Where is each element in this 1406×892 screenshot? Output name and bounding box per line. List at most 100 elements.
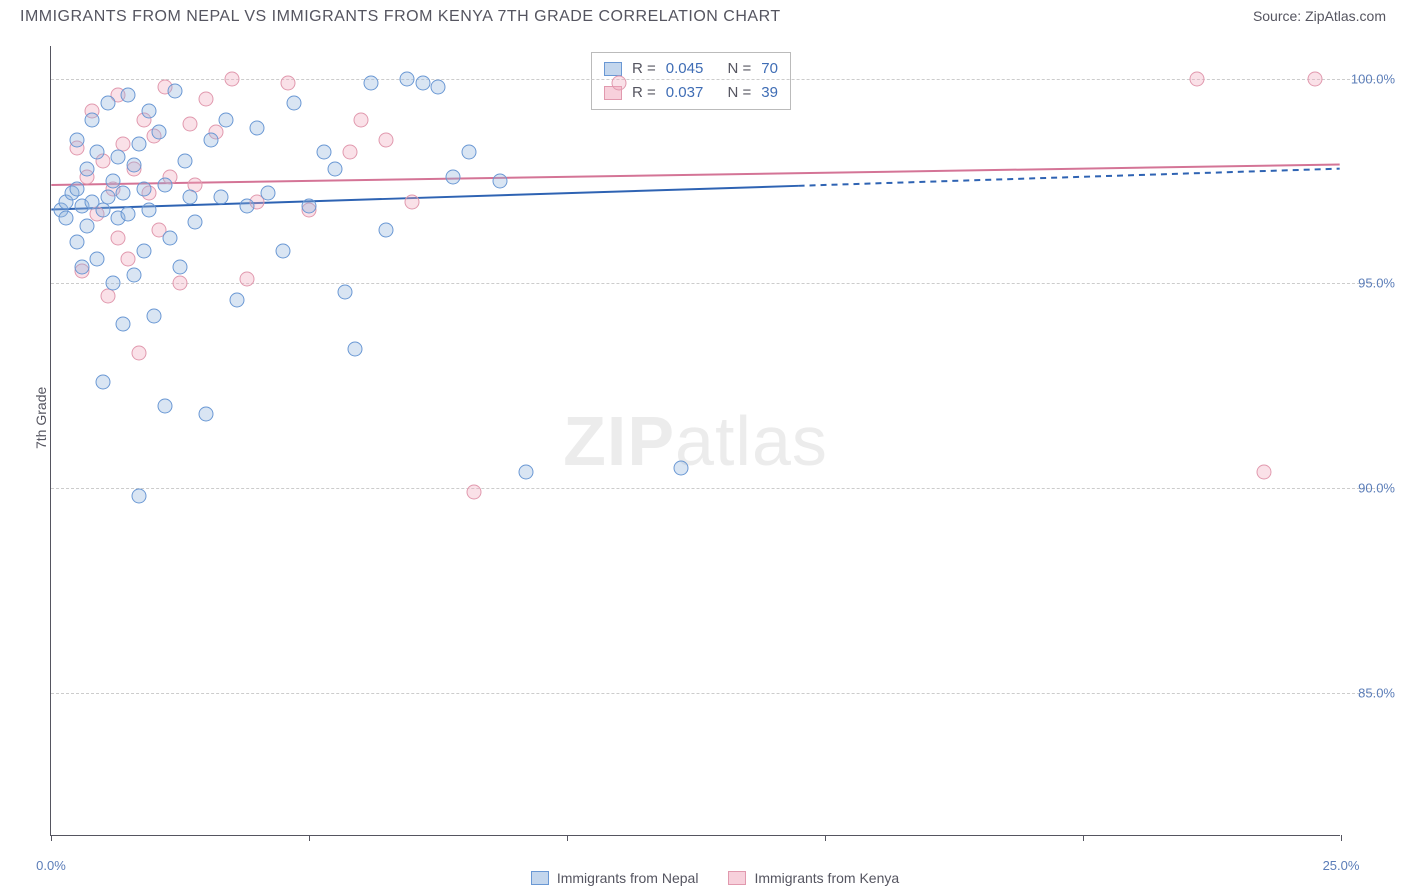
watermark-bold: ZIP <box>563 402 675 480</box>
x-tick <box>1341 835 1342 841</box>
source-link[interactable]: ZipAtlas.com <box>1305 8 1386 24</box>
data-point-nepal <box>183 190 198 205</box>
r-label: R = <box>632 81 656 105</box>
plot-area: ZIPatlas R = 0.045 N = 70 R = 0.037 N = … <box>50 46 1340 836</box>
data-point-nepal <box>260 186 275 201</box>
data-point-nepal <box>317 145 332 160</box>
data-point-nepal <box>240 198 255 213</box>
x-tick <box>567 835 568 841</box>
data-point-nepal <box>302 198 317 213</box>
source-label: Source: <box>1253 8 1301 24</box>
data-point-nepal <box>167 84 182 99</box>
gridline <box>51 693 1380 694</box>
data-point-nepal <box>80 219 95 234</box>
data-point-nepal <box>198 407 213 422</box>
data-point-kenya <box>121 251 136 266</box>
data-point-nepal <box>157 399 172 414</box>
data-point-kenya <box>353 112 368 127</box>
data-point-kenya <box>240 272 255 287</box>
x-tick <box>825 835 826 841</box>
data-point-kenya <box>343 145 358 160</box>
data-point-nepal <box>100 96 115 111</box>
data-point-nepal <box>152 124 167 139</box>
data-point-nepal <box>363 75 378 90</box>
data-point-nepal <box>518 464 533 479</box>
n-label: N = <box>727 57 751 81</box>
data-point-kenya <box>467 485 482 500</box>
swatch-blue-icon <box>531 871 549 885</box>
data-point-kenya <box>379 133 394 148</box>
legend-series: Immigrants from Nepal Immigrants from Ke… <box>50 870 1380 886</box>
data-point-nepal <box>250 120 265 135</box>
data-point-nepal <box>276 243 291 258</box>
data-point-nepal <box>121 206 136 221</box>
x-tick <box>51 835 52 841</box>
data-point-nepal <box>348 341 363 356</box>
data-point-nepal <box>90 251 105 266</box>
data-point-kenya <box>1308 71 1323 86</box>
y-axis-title: 7th Grade <box>33 387 49 449</box>
trend-lines <box>51 46 1340 835</box>
data-point-kenya <box>173 276 188 291</box>
data-point-nepal <box>90 145 105 160</box>
data-point-nepal <box>85 112 100 127</box>
data-point-nepal <box>74 260 89 275</box>
legend-label: Immigrants from Kenya <box>754 870 899 886</box>
data-point-nepal <box>116 186 131 201</box>
data-point-nepal <box>400 71 415 86</box>
data-point-nepal <box>116 317 131 332</box>
data-point-nepal <box>105 276 120 291</box>
data-point-nepal <box>121 88 136 103</box>
data-point-nepal <box>126 157 141 172</box>
data-point-kenya <box>131 345 146 360</box>
n-value: 70 <box>761 57 778 81</box>
data-point-nepal <box>131 489 146 504</box>
data-point-nepal <box>69 133 84 148</box>
data-point-nepal <box>173 260 188 275</box>
data-point-nepal <box>111 149 126 164</box>
data-point-nepal <box>446 169 461 184</box>
data-point-kenya <box>1189 71 1204 86</box>
data-point-nepal <box>80 161 95 176</box>
data-point-nepal <box>69 235 84 250</box>
y-tick-label: 95.0% <box>1358 276 1395 291</box>
data-point-nepal <box>327 161 342 176</box>
swatch-pink-icon <box>728 871 746 885</box>
data-point-nepal <box>431 79 446 94</box>
gridline <box>51 79 1380 80</box>
data-point-nepal <box>203 133 218 148</box>
data-point-kenya <box>1256 464 1271 479</box>
data-point-kenya <box>111 231 126 246</box>
data-point-kenya <box>183 116 198 131</box>
swatch-blue-icon <box>604 62 622 76</box>
source-attribution: Source: ZipAtlas.com <box>1253 8 1386 24</box>
legend-item-nepal: Immigrants from Nepal <box>531 870 699 886</box>
data-point-kenya <box>198 92 213 107</box>
r-value: 0.045 <box>666 57 704 81</box>
data-point-nepal <box>59 210 74 225</box>
y-tick-label: 85.0% <box>1358 685 1395 700</box>
legend-row-pink: R = 0.037 N = 39 <box>604 81 778 105</box>
data-point-nepal <box>379 223 394 238</box>
data-point-nepal <box>157 178 172 193</box>
chart-title: IMMIGRANTS FROM NEPAL VS IMMIGRANTS FROM… <box>20 8 781 26</box>
data-point-kenya <box>281 75 296 90</box>
legend-row-blue: R = 0.045 N = 70 <box>604 57 778 81</box>
chart-container: 7th Grade ZIPatlas R = 0.045 N = 70 R = … <box>50 46 1380 836</box>
data-point-nepal <box>162 231 177 246</box>
data-point-nepal <box>338 284 353 299</box>
data-point-nepal <box>131 137 146 152</box>
data-point-nepal <box>69 182 84 197</box>
data-point-nepal <box>136 182 151 197</box>
data-point-nepal <box>147 309 162 324</box>
data-point-nepal <box>100 190 115 205</box>
data-point-kenya <box>224 71 239 86</box>
r-label: R = <box>632 57 656 81</box>
r-value: 0.037 <box>666 81 704 105</box>
data-point-nepal <box>219 112 234 127</box>
data-point-kenya <box>611 75 626 90</box>
data-point-nepal <box>673 460 688 475</box>
data-point-kenya <box>405 194 420 209</box>
data-point-nepal <box>415 75 430 90</box>
watermark: ZIPatlas <box>563 401 828 481</box>
